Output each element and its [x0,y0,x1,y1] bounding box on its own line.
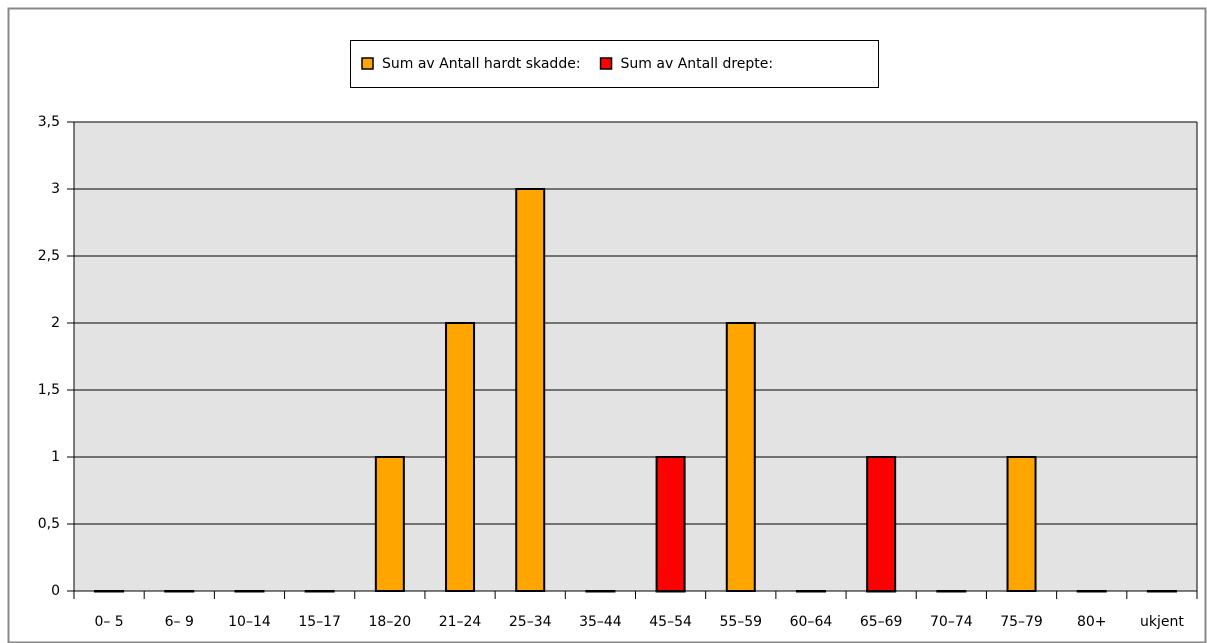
bar [655,456,686,592]
y-tick-label: 3 [51,181,60,197]
x-tick-label: ukjent [1140,614,1184,630]
y-tick-label: 3,5 [38,114,60,130]
y-tick-label: 1 [51,449,60,465]
x-tick-label: 45–54 [649,614,692,630]
y-tick-label: 1,5 [38,382,60,398]
x-tick-label: 0– 5 [94,614,123,630]
x-tick-label: 18–20 [369,614,412,630]
x-tick-label: 35–44 [579,614,622,630]
x-tick-label: 60–64 [790,614,833,630]
bar [725,322,756,592]
x-tick-label: 25–34 [509,614,552,630]
x-tick-label: 15–17 [298,614,341,630]
legend-label: Sum av Antall hardt skadde: [382,56,581,72]
x-tick-label: 65–69 [860,614,903,630]
x-tick-label: 10–14 [228,614,271,630]
y-tick-label: 0,5 [38,516,60,532]
x-tick-label: 21–24 [439,614,482,630]
legend-swatch [361,57,374,70]
legend-swatch [599,57,613,70]
x-tick-label: 6– 9 [165,614,194,630]
x-tick-label: 80+ [1077,614,1107,630]
legend-label: Sum av Antall drepte: [621,56,774,72]
bar [445,322,476,592]
x-tick-label: 55–59 [719,614,762,630]
x-tick-label: 70–74 [930,614,973,630]
legend-box [350,40,879,88]
y-tick-label: 2 [51,315,60,331]
x-tick-label: 75–79 [1000,614,1043,630]
y-tick-label: 2,5 [38,248,60,264]
bar [1006,456,1037,592]
y-tick-label: 0 [51,583,60,599]
bar [374,456,405,592]
bar [866,456,897,592]
bar [515,188,546,592]
